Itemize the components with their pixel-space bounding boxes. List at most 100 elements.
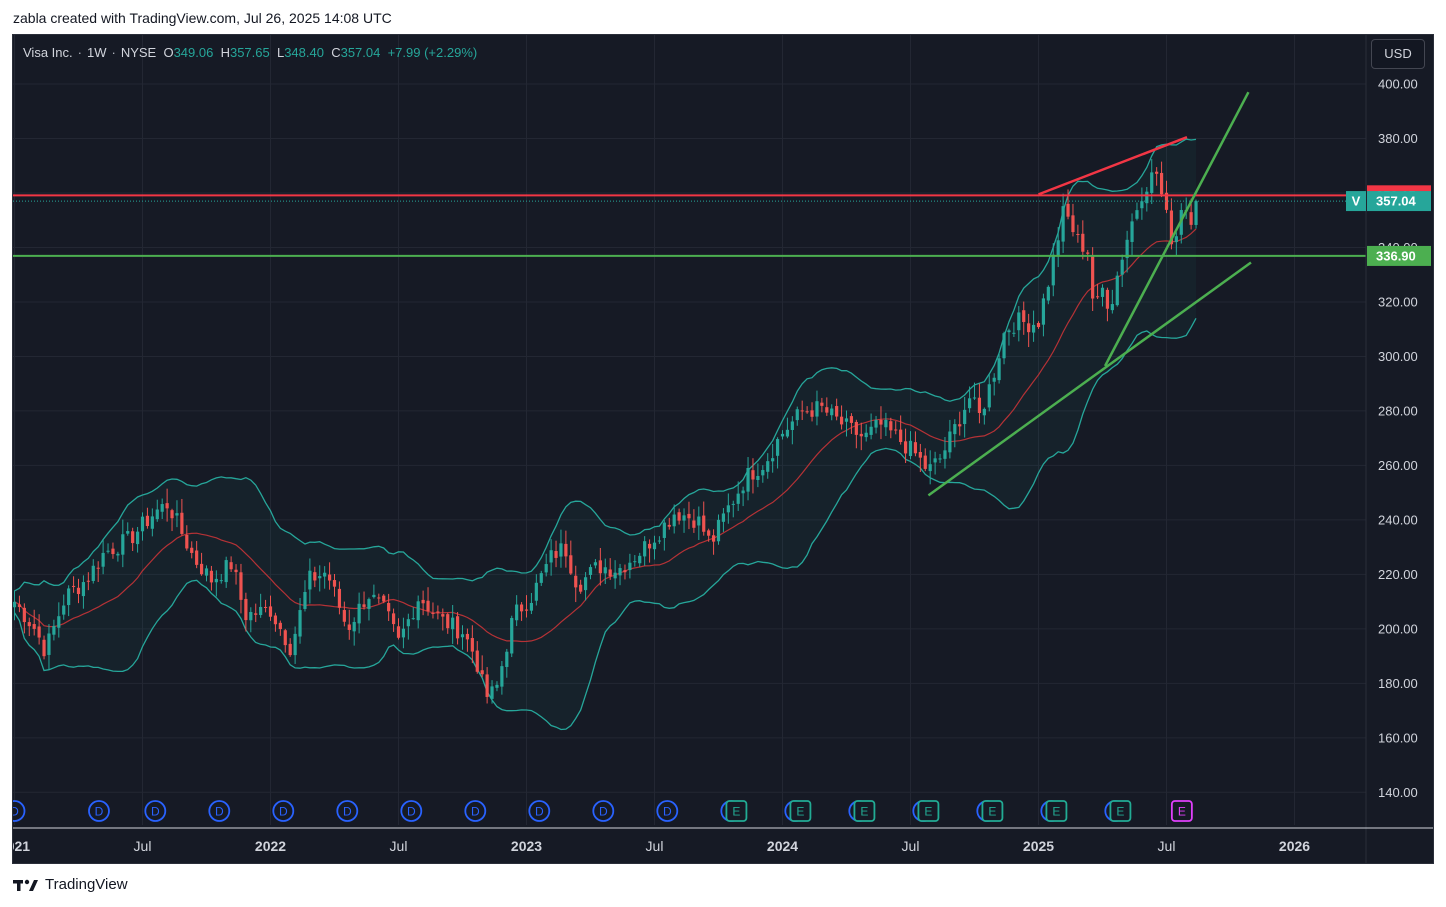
price-tick-label: 400.00 [1378, 77, 1418, 92]
dividend-marker-circle [272, 800, 295, 822]
candle-body [879, 419, 883, 425]
dividend-marker-label: D [407, 805, 416, 819]
candle-body [579, 584, 583, 592]
candle-body [13, 601, 17, 608]
earnings-marker-label: E [796, 805, 804, 819]
candle-body [254, 613, 258, 615]
dividend-marker[interactable]: D [13, 800, 26, 822]
open-label: O [163, 45, 174, 60]
trend-line[interactable] [1038, 135, 1188, 196]
candle-body [298, 610, 302, 637]
candle-body [800, 410, 804, 412]
time-tick-label: 2022 [255, 838, 286, 854]
candle-body [1091, 256, 1095, 299]
candle-body [1125, 239, 1129, 259]
candle-body [643, 541, 647, 557]
candle-body [1159, 172, 1164, 195]
candle-body [465, 633, 470, 640]
upcoming-earnings-marker[interactable]: E [1170, 800, 1193, 822]
dividend-marker[interactable]: D [272, 800, 295, 822]
candle-body [967, 398, 972, 409]
earnings-marker[interactable]: E [981, 800, 1004, 822]
candle-body [1194, 201, 1198, 225]
candle-body [505, 651, 509, 667]
candle-body [652, 542, 657, 550]
candle-body [229, 562, 233, 570]
upper-band-line [14, 138, 1197, 592]
candle-body [938, 458, 942, 460]
candle-body [908, 440, 913, 457]
candle-body [1081, 233, 1085, 252]
trend-line[interactable] [927, 261, 1252, 497]
earnings-marker[interactable]: E [917, 800, 940, 822]
candle-body [515, 604, 519, 621]
dividend-marker[interactable]: D [400, 800, 423, 822]
candle-body [894, 429, 898, 431]
lower-band-line [13, 317, 1197, 731]
candle-body [662, 522, 666, 538]
currency-button[interactable]: USD [1371, 39, 1425, 69]
price-chart[interactable]: DDDDDDDDDDDDEDEDEDEDEDEDEE400.00380.0036… [13, 35, 1433, 863]
dividend-marker[interactable]: D [88, 800, 110, 822]
candle-body [451, 617, 455, 630]
price-tick-label: 240.00 [1378, 512, 1418, 527]
dividend-marker[interactable]: D [592, 800, 615, 822]
candle-body [849, 416, 854, 423]
candle-body [91, 565, 95, 581]
candle-body [830, 408, 834, 416]
candle-body [263, 606, 268, 608]
symbol-legend[interactable]: Visa Inc. · 1W · NYSE O349.06 H357.65 L348.4… [23, 45, 478, 60]
candle-body [308, 570, 312, 590]
candle-body [234, 569, 238, 573]
candle-body [569, 555, 573, 574]
candle-body [303, 591, 307, 609]
dividend-marker-label: D [599, 805, 608, 819]
support-price-label[interactable]: 336.90 [1367, 245, 1431, 266]
dividend-marker-circle [144, 800, 167, 822]
candle-body [352, 621, 356, 632]
earnings-marker[interactable]: E [1045, 800, 1068, 822]
candle-body [963, 409, 967, 425]
candle-body [199, 563, 204, 575]
candle-body [71, 585, 76, 587]
candle-body [697, 516, 701, 526]
tradingview-footer[interactable]: TradingView [13, 876, 128, 893]
candle-body [539, 573, 543, 583]
dividend-marker[interactable]: D [464, 800, 487, 822]
candle-body [52, 625, 56, 635]
candle-body [490, 686, 494, 699]
candle-body [17, 604, 22, 608]
dividend-marker[interactable]: D [144, 800, 167, 822]
interval-label[interactable]: 1W [86, 45, 107, 60]
dividend-marker[interactable]: D [336, 800, 359, 822]
candle-body [209, 570, 214, 583]
earnings-marker[interactable]: E [853, 800, 876, 822]
earnings-marker[interactable]: E [1109, 800, 1132, 822]
candle-body [436, 611, 440, 613]
candle-body [766, 461, 770, 472]
dividend-marker-label: D [13, 805, 19, 819]
drawings[interactable] [13, 91, 1366, 497]
symbol-name[interactable]: Visa Inc. [23, 45, 73, 60]
candle-body [1174, 236, 1178, 243]
candle-body [1169, 210, 1174, 245]
dividend-marker[interactable]: D [656, 800, 679, 822]
candle-body [268, 606, 273, 617]
earnings-marker[interactable]: E [725, 800, 748, 822]
dividend-marker[interactable]: D [208, 800, 231, 822]
earnings-marker[interactable]: E [789, 800, 812, 822]
chart-frame[interactable]: DDDDDDDDDDDDEDEDEDEDEDEDEE400.00380.0036… [12, 34, 1434, 864]
candle-body [195, 550, 199, 565]
last-price-label-text: 357.04 [1376, 194, 1417, 209]
candle-body [86, 580, 90, 582]
high-label: H [220, 45, 230, 60]
close-label: C [331, 45, 341, 60]
trend-line[interactable] [1103, 91, 1250, 367]
candle-body [657, 540, 662, 542]
dividend-marker-label: D [279, 805, 288, 819]
dividend-marker[interactable]: D [528, 800, 551, 822]
last-price-label[interactable]: 357.04 V [1346, 191, 1431, 212]
candle-body [780, 433, 785, 437]
dividend-marker-circle [400, 800, 423, 822]
candle-body [278, 622, 282, 630]
